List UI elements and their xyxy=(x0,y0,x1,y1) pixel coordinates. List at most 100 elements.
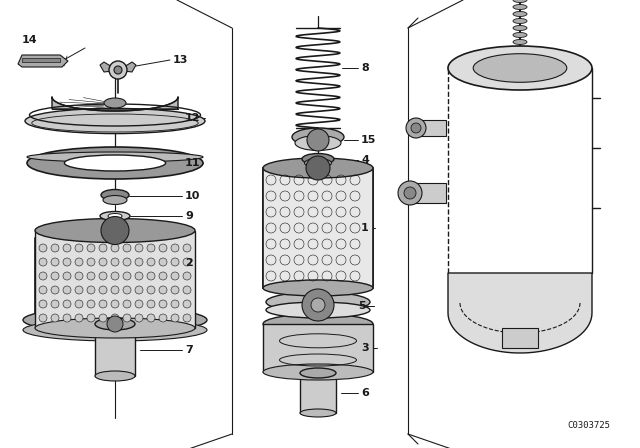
Ellipse shape xyxy=(292,128,344,146)
Circle shape xyxy=(87,286,95,294)
Ellipse shape xyxy=(35,318,195,338)
Circle shape xyxy=(75,244,83,252)
Circle shape xyxy=(99,300,107,308)
Circle shape xyxy=(135,272,143,280)
Ellipse shape xyxy=(513,18,527,23)
Circle shape xyxy=(123,286,131,294)
Circle shape xyxy=(159,314,167,322)
Circle shape xyxy=(39,258,47,266)
Circle shape xyxy=(159,300,167,308)
Circle shape xyxy=(307,129,329,151)
Circle shape xyxy=(123,314,131,322)
Text: 15: 15 xyxy=(361,135,376,145)
Circle shape xyxy=(111,286,119,294)
Ellipse shape xyxy=(300,368,336,378)
Circle shape xyxy=(123,300,131,308)
Circle shape xyxy=(39,300,47,308)
Circle shape xyxy=(63,258,71,266)
Ellipse shape xyxy=(448,46,592,90)
Circle shape xyxy=(114,66,122,74)
Ellipse shape xyxy=(295,135,341,151)
Bar xyxy=(35,231,195,328)
Text: 2: 2 xyxy=(185,258,193,268)
Circle shape xyxy=(87,314,95,322)
Circle shape xyxy=(183,244,191,252)
Circle shape xyxy=(183,258,191,266)
Circle shape xyxy=(51,286,59,294)
Circle shape xyxy=(171,258,179,266)
Circle shape xyxy=(159,272,167,280)
Circle shape xyxy=(99,286,107,294)
Circle shape xyxy=(171,286,179,294)
Ellipse shape xyxy=(300,409,336,417)
Circle shape xyxy=(147,314,155,322)
Ellipse shape xyxy=(263,314,373,334)
Ellipse shape xyxy=(104,98,126,108)
Circle shape xyxy=(51,314,59,322)
Ellipse shape xyxy=(513,4,527,9)
Circle shape xyxy=(51,244,59,252)
Text: 10: 10 xyxy=(185,191,200,201)
Ellipse shape xyxy=(263,280,373,296)
Text: 14: 14 xyxy=(22,35,38,45)
Circle shape xyxy=(159,286,167,294)
Circle shape xyxy=(404,187,416,199)
Circle shape xyxy=(135,300,143,308)
Circle shape xyxy=(87,272,95,280)
Text: 8: 8 xyxy=(361,63,369,73)
Bar xyxy=(300,373,336,413)
Circle shape xyxy=(183,300,191,308)
Circle shape xyxy=(147,244,155,252)
Text: 3: 3 xyxy=(361,343,369,353)
Circle shape xyxy=(39,314,47,322)
Circle shape xyxy=(75,286,83,294)
Text: 7: 7 xyxy=(185,345,193,355)
Circle shape xyxy=(51,258,59,266)
Ellipse shape xyxy=(513,39,527,44)
Ellipse shape xyxy=(35,219,195,242)
Text: 6: 6 xyxy=(361,388,369,398)
Circle shape xyxy=(51,300,59,308)
Ellipse shape xyxy=(513,26,527,30)
Circle shape xyxy=(406,118,426,138)
Circle shape xyxy=(39,286,47,294)
Circle shape xyxy=(111,300,119,308)
Polygon shape xyxy=(448,273,592,353)
Circle shape xyxy=(123,244,131,252)
Bar xyxy=(263,324,373,372)
Circle shape xyxy=(159,258,167,266)
Circle shape xyxy=(135,286,143,294)
Circle shape xyxy=(63,244,71,252)
Ellipse shape xyxy=(263,364,373,380)
Circle shape xyxy=(123,258,131,266)
Circle shape xyxy=(75,314,83,322)
Text: 13: 13 xyxy=(173,55,188,65)
Ellipse shape xyxy=(513,33,527,38)
Circle shape xyxy=(75,258,83,266)
Circle shape xyxy=(147,258,155,266)
Circle shape xyxy=(171,314,179,322)
Bar xyxy=(263,168,373,288)
Circle shape xyxy=(171,300,179,308)
Circle shape xyxy=(63,286,71,294)
Circle shape xyxy=(87,300,95,308)
Circle shape xyxy=(75,300,83,308)
Circle shape xyxy=(99,272,107,280)
Circle shape xyxy=(135,244,143,252)
Circle shape xyxy=(111,244,119,252)
Circle shape xyxy=(183,286,191,294)
Ellipse shape xyxy=(23,307,207,333)
Ellipse shape xyxy=(473,54,567,82)
Circle shape xyxy=(39,244,47,252)
Circle shape xyxy=(111,258,119,266)
Circle shape xyxy=(311,298,325,312)
Ellipse shape xyxy=(23,319,207,341)
Text: 4: 4 xyxy=(361,155,369,165)
Circle shape xyxy=(398,181,422,205)
Text: 9: 9 xyxy=(185,211,193,221)
Circle shape xyxy=(159,244,167,252)
Circle shape xyxy=(39,272,47,280)
Ellipse shape xyxy=(101,190,129,201)
Circle shape xyxy=(87,258,95,266)
Ellipse shape xyxy=(100,211,130,220)
